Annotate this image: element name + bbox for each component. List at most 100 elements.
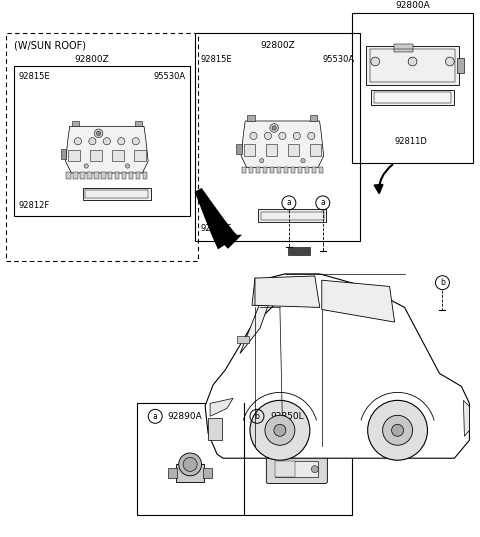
Bar [60,149,66,159]
Text: 92850L: 92850L [270,412,303,421]
Bar [101,172,106,179]
Bar [73,172,78,179]
Circle shape [274,424,286,436]
Text: 92812F: 92812F [200,224,231,233]
Circle shape [312,466,318,473]
Bar [288,247,310,255]
Circle shape [301,158,305,163]
Polygon shape [322,280,395,322]
Circle shape [179,453,202,476]
Text: a: a [287,198,291,207]
Polygon shape [252,278,280,306]
Polygon shape [463,401,469,436]
Circle shape [408,57,417,66]
Bar [265,144,277,156]
Polygon shape [194,188,238,249]
Polygon shape [214,235,242,249]
Bar [108,172,112,179]
FancyBboxPatch shape [266,455,327,483]
Bar [83,187,151,200]
Circle shape [74,137,82,145]
Circle shape [264,132,272,140]
Bar [270,167,274,173]
Bar [256,167,260,173]
Bar [305,167,309,173]
Bar [136,172,141,179]
Text: b: b [440,278,445,287]
Bar [168,468,177,478]
Bar [277,167,281,173]
Circle shape [392,424,404,436]
Polygon shape [66,126,148,173]
Bar [261,212,324,220]
Circle shape [260,158,264,163]
Polygon shape [241,121,324,168]
Bar [242,167,246,173]
Circle shape [250,132,257,140]
Bar [6,33,198,261]
Bar [90,149,102,161]
Bar [13,66,190,216]
Circle shape [445,57,454,66]
Bar [85,190,148,198]
Bar [457,57,464,74]
Circle shape [383,415,412,445]
Text: a: a [153,412,157,421]
Bar [122,172,126,179]
Text: 92815E: 92815E [19,72,50,81]
Bar [319,167,323,173]
Bar [310,144,321,156]
Text: b: b [254,412,259,421]
Bar [298,167,302,173]
Bar [66,172,71,179]
Bar [134,149,145,161]
Bar [137,403,352,515]
Polygon shape [255,276,320,307]
Bar [276,461,295,477]
Circle shape [125,164,130,168]
Circle shape [368,401,428,460]
Text: 92890A: 92890A [167,412,202,421]
Bar [312,167,316,173]
Circle shape [96,131,101,135]
Bar [135,121,142,126]
Circle shape [89,137,96,145]
Bar [247,115,254,121]
Bar [394,43,412,52]
Bar [291,167,295,173]
Bar [244,144,255,156]
Text: 92811D: 92811D [394,136,427,146]
Polygon shape [205,274,469,458]
Circle shape [279,132,286,140]
Bar [284,167,288,173]
Polygon shape [240,286,275,353]
Text: 92800Z: 92800Z [260,41,295,50]
Bar [115,172,120,179]
Bar [94,172,98,179]
Text: 92815E: 92815E [200,55,232,64]
Bar [195,33,360,241]
Circle shape [250,401,310,460]
Bar [258,209,326,222]
Text: 95530A: 95530A [323,55,355,64]
Bar [310,115,317,121]
Circle shape [265,415,295,445]
Circle shape [270,124,278,132]
Circle shape [293,132,300,140]
Bar [129,172,133,179]
Bar [249,167,253,173]
Text: (W/SUN ROOF): (W/SUN ROOF) [13,40,85,50]
Bar [112,149,124,161]
Circle shape [183,458,197,471]
Bar [68,149,80,161]
Bar [263,167,267,173]
Bar [208,418,222,440]
Bar [276,461,318,477]
Bar [288,144,299,156]
Text: 92800A: 92800A [395,1,430,10]
Circle shape [308,132,315,140]
Bar [72,121,79,126]
Bar [143,172,147,179]
Bar [236,143,242,154]
Text: 95530A: 95530A [153,72,185,81]
